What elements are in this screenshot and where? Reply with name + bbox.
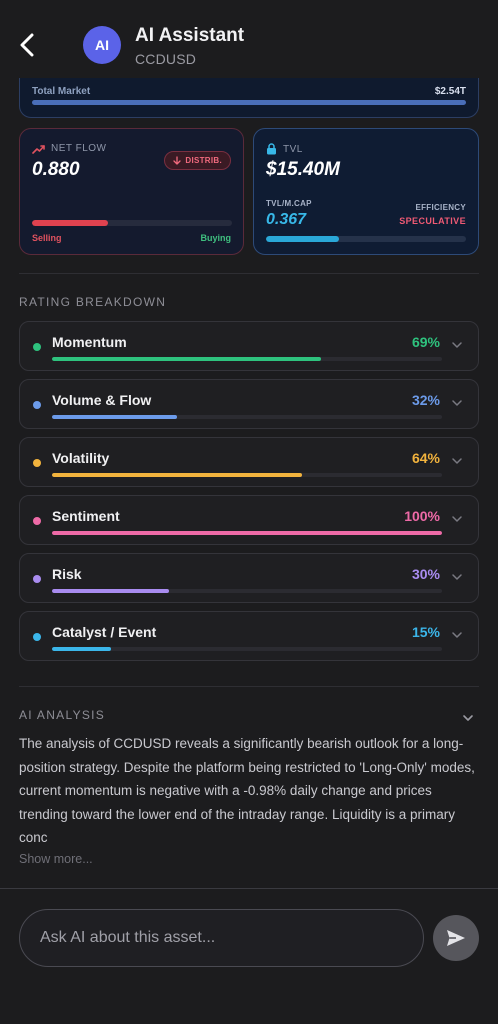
rating-bar [52,473,442,477]
rating-row[interactable]: Volatility 64% [19,437,479,487]
divider [19,273,479,274]
rating-name: Catalyst / Event [52,624,157,640]
avatar: AI [83,26,121,64]
total-market-bar [32,100,466,105]
rating-dot [33,459,41,467]
tvl-mcap-label: TVL/M.CAP [266,199,312,208]
divider [19,686,479,687]
selling-label: Selling [32,233,62,243]
net-flow-header: NET FLOW [32,143,106,154]
tvl-header: TVL [266,143,303,155]
net-flow-card: NET FLOW 0.880 DISTRIB. Selling Buying [19,128,244,255]
total-market-value: $2.54T [434,86,466,97]
distribution-badge: DISTRIB. [164,151,231,170]
analysis-collapse-toggle[interactable] [462,709,478,721]
net-flow-bar [32,220,232,226]
rating-dot [33,633,41,641]
chevron-down-icon [452,342,462,348]
rating-row[interactable]: Momentum 69% [19,321,479,371]
rating-dot [33,517,41,525]
rating-percent: 30% [411,566,440,582]
rating-bar-fill [52,415,177,419]
header: AI AI Assistant CCDUSD [0,0,498,78]
send-button[interactable] [433,915,479,961]
rating-bar-fill [52,647,111,651]
tvl-value: $15.40M [266,159,340,180]
trend-up-icon [32,144,45,154]
efficiency-label: EFFICIENCY [415,203,466,212]
send-icon [447,930,465,946]
rating-bar [52,531,442,535]
rating-row[interactable]: Volume & Flow 32% [19,379,479,429]
rating-percent: 100% [404,508,440,524]
rating-percent: 64% [411,450,440,466]
efficiency-value: SPECULATIVE [399,216,466,226]
rating-bar-fill [52,531,442,535]
rating-percent: 15% [411,624,440,640]
rating-row[interactable]: Catalyst / Event 15% [19,611,479,661]
show-more-link[interactable]: Show more... [19,852,93,866]
rating-percent: 69% [411,334,440,350]
lock-icon [267,143,276,155]
rating-bar [52,357,442,361]
rating-breakdown-title: RATING BREAKDOWN [19,295,167,309]
arrow-down-icon [173,156,182,165]
total-market-label: Total Market [32,86,91,97]
asset-symbol: CCDUSD [135,51,197,67]
chevron-down-icon [452,516,462,522]
chevron-down-icon [452,632,462,638]
tvl-mcap-bar [266,236,466,242]
net-flow-label: NET FLOW [51,143,107,154]
tvl-mcap-value: 0.367 [266,211,307,228]
rating-bar [52,647,442,651]
rating-row[interactable]: Risk 30% [19,553,479,603]
rating-name: Volume & Flow [52,392,152,408]
chevron-left-icon [20,33,34,57]
chevron-down-icon [452,458,462,464]
chevron-down-icon [452,400,462,406]
rating-bar-fill [52,473,302,477]
rating-bar [52,589,442,593]
rating-bar [52,415,442,419]
back-button[interactable] [14,28,40,62]
rating-name: Volatility [52,450,110,466]
rating-dot [33,575,41,583]
rating-bar-fill [52,589,169,593]
tvl-mcap-bar-fill [266,236,340,242]
ai-analysis-text: The analysis of CCDUSD reveals a signifi… [19,736,475,845]
rating-name: Sentiment [52,508,120,524]
chevron-down-icon [452,574,462,580]
net-flow-value: 0.880 [32,159,80,180]
buying-label: Buying [200,233,232,243]
tvl-card: TVL $15.40M TVL/M.CAP 0.367 EFFICIENCY S… [253,128,479,255]
chevron-down-icon [463,715,473,721]
rating-name: Momentum [52,334,127,350]
rating-name: Risk [52,566,82,582]
ask-ai-input[interactable] [19,909,424,967]
net-flow-bar-fill [32,220,108,226]
rating-dot [33,401,41,409]
rating-row[interactable]: Sentiment 100% [19,495,479,545]
rating-percent: 32% [411,392,440,408]
rating-bar-fill [52,357,322,361]
distribution-badge-label: DISTRIB. [185,156,222,165]
ai-analysis-title: AI ANALYSIS [19,708,106,722]
page-title: AI Assistant [135,25,245,46]
chat-input-bar [0,888,498,1024]
tvl-label: TVL [283,143,303,155]
rating-dot [33,343,41,351]
